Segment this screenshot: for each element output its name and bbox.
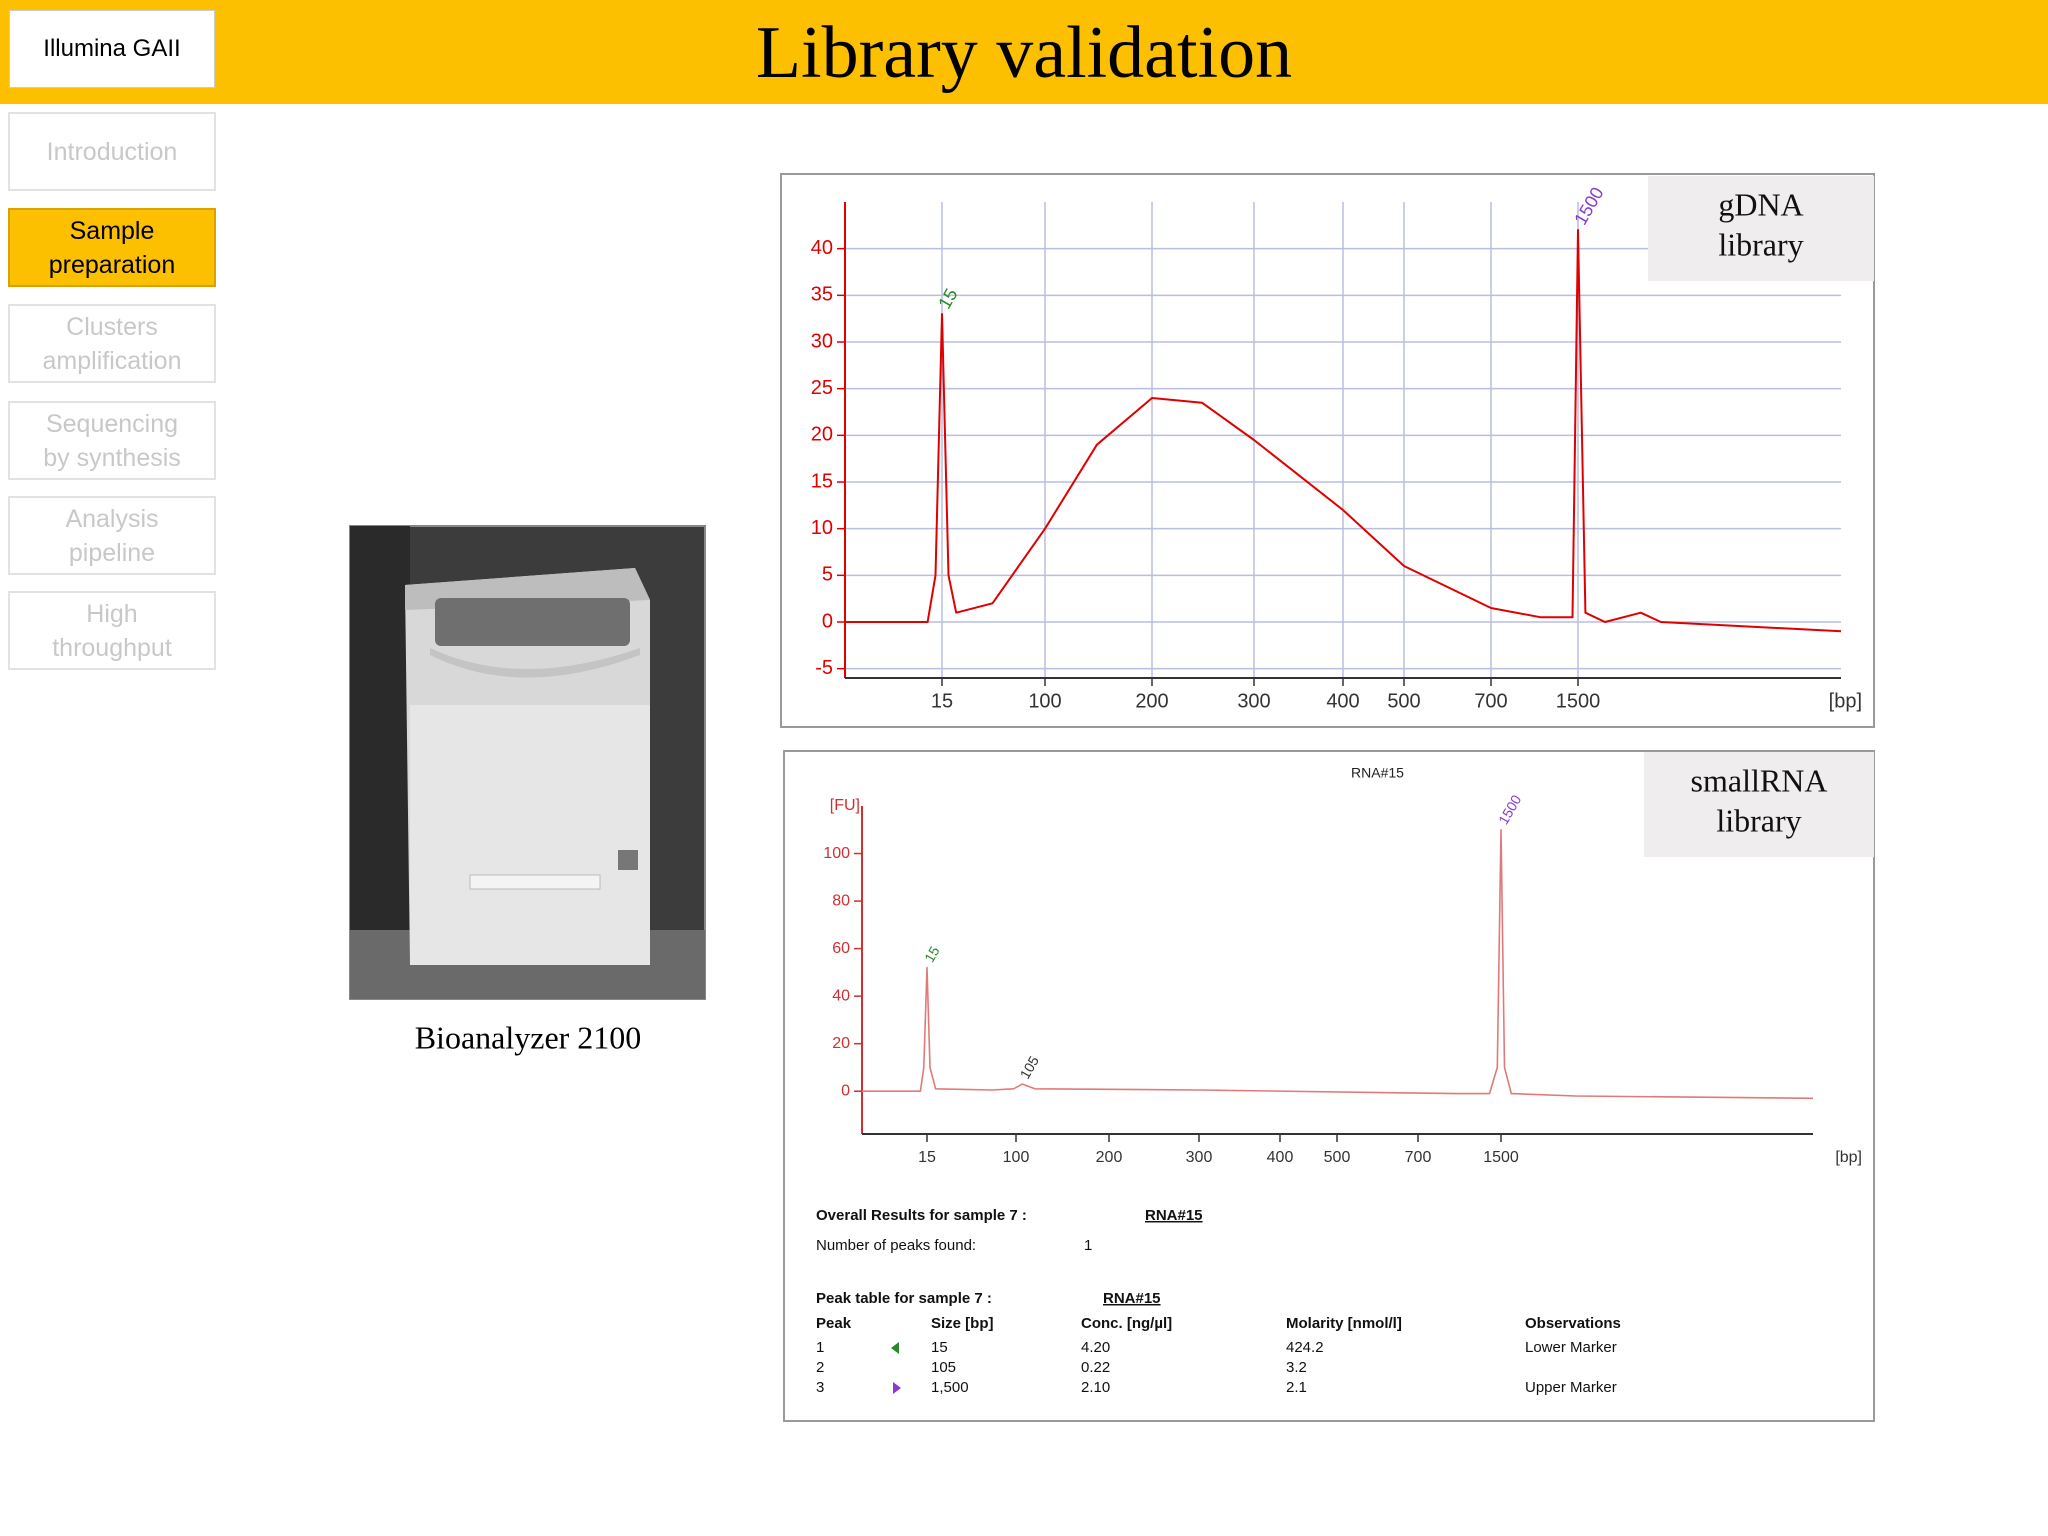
y-tick-label: 20 [811, 424, 833, 446]
panel-label: smallRNA library [1691, 763, 1828, 839]
y-tick-label: 100 [823, 845, 850, 862]
marker-icon [893, 1382, 901, 1394]
table-cell: 1 [816, 1339, 824, 1356]
nav-item[interactable]: Introduction [8, 112, 216, 191]
table-cell: 2.1 [1286, 1379, 1307, 1396]
chart-frame [783, 750, 1875, 1422]
y-tick-label: 35 [811, 284, 833, 306]
x-axis-label: [bp] [1829, 690, 1862, 712]
y-tick-label: 10 [811, 517, 833, 539]
table-cell: 3 [816, 1379, 824, 1396]
x-tick-label: 100 [1003, 1149, 1030, 1166]
table-cell: Lower Marker [1525, 1339, 1617, 1356]
course-badge[interactable]: Illumina GAII [9, 10, 215, 88]
x-tick-label: 300 [1237, 690, 1270, 712]
y-tick-label: 40 [811, 237, 833, 259]
panel-label-box [1648, 176, 1874, 281]
y-tick-label: 0 [822, 610, 833, 632]
x-tick-label: 500 [1387, 690, 1420, 712]
y-tick-label: -5 [815, 657, 833, 679]
table-cell: 105 [931, 1359, 956, 1376]
results-sample: RNA#15 [1103, 1290, 1161, 1307]
table-cell: 1,500 [931, 1379, 969, 1396]
table-cell: 424.2 [1286, 1339, 1324, 1356]
y-tick-label: 15 [811, 470, 833, 492]
nav-item[interactable]: Sample preparation [8, 208, 216, 287]
y-tick-label: 40 [832, 987, 850, 1004]
results-sample: RNA#15 [1145, 1207, 1203, 1224]
y-tick-label: 60 [832, 940, 850, 957]
x-tick-label: 15 [931, 690, 953, 712]
x-tick-label: 1500 [1483, 1149, 1519, 1166]
table-header: Observations [1525, 1315, 1621, 1332]
y-axis-label: [FU] [830, 797, 860, 814]
x-axis-label: [bp] [1835, 1149, 1862, 1166]
results-label: Overall Results for sample 7 : [816, 1207, 1027, 1224]
x-tick-label: 700 [1405, 1149, 1432, 1166]
results-value: 1 [1084, 1237, 1092, 1254]
y-tick-label: 80 [832, 892, 850, 909]
panel-label-box [1644, 752, 1874, 857]
nav-item[interactable]: Clusters amplification [8, 304, 216, 383]
table-cell: 2 [816, 1359, 824, 1376]
trace [845, 229, 1842, 633]
nav-item[interactable]: Sequencing by synthesis [8, 401, 216, 480]
header-bar [0, 0, 2048, 104]
x-tick-label: 100 [1028, 690, 1061, 712]
y-tick-label: 25 [811, 377, 833, 399]
chart-title: RNA#15 [1351, 765, 1404, 781]
table-header: Molarity [nmol/l] [1286, 1315, 1402, 1332]
x-tick-label: 400 [1326, 690, 1359, 712]
trace [862, 829, 1814, 1100]
results-label: Number of peaks found: [816, 1237, 976, 1254]
slide-title: Library validation [755, 12, 1293, 94]
table-cell: Upper Marker [1525, 1379, 1617, 1396]
marker-icon [891, 1342, 899, 1354]
instrument-photo [349, 525, 706, 1000]
x-tick-label: 200 [1135, 690, 1168, 712]
table-cell: 15 [931, 1339, 948, 1356]
nav-item[interactable]: Analysis pipeline [8, 496, 216, 575]
x-tick-label: 700 [1474, 690, 1507, 712]
x-tick-label: 300 [1186, 1149, 1213, 1166]
table-cell: 4.20 [1081, 1339, 1110, 1356]
x-tick-label: 1500 [1556, 690, 1601, 712]
peak-label: 15 [921, 943, 943, 965]
x-tick-label: 200 [1096, 1149, 1123, 1166]
y-tick-label: 5 [822, 564, 833, 586]
panel-label: gDNA library [1718, 187, 1803, 263]
table-cell: 0.22 [1081, 1359, 1110, 1376]
y-tick-label: 20 [832, 1035, 850, 1052]
y-tick-label: 30 [811, 330, 833, 352]
results-label: Peak table for sample 7 : [816, 1290, 992, 1307]
table-cell: 3.2 [1286, 1359, 1307, 1376]
table-cell: 2.10 [1081, 1379, 1110, 1396]
photo-caption: Bioanalyzer 2100 [415, 1019, 642, 1055]
table-header: Peak [816, 1315, 852, 1332]
x-tick-label: 500 [1324, 1149, 1351, 1166]
table-header: Size [bp] [931, 1315, 994, 1332]
y-tick-label: 0 [841, 1082, 850, 1099]
nav-item[interactable]: High throughput [8, 591, 216, 670]
x-tick-label: 15 [918, 1149, 936, 1166]
table-header: Conc. [ng/µl] [1081, 1315, 1172, 1332]
x-tick-label: 400 [1267, 1149, 1294, 1166]
